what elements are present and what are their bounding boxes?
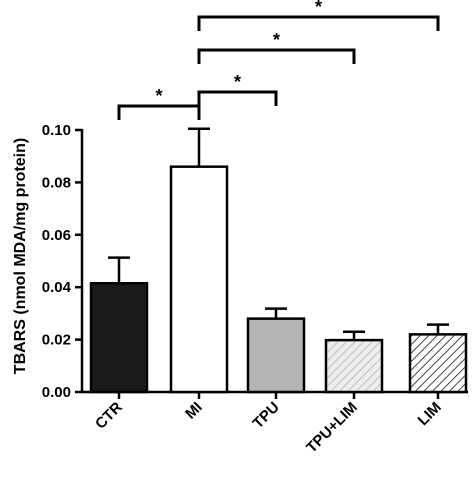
x-category-label: TPU+LIM bbox=[303, 399, 361, 457]
y-tick-label: 0.04 bbox=[42, 279, 72, 296]
significance-star: * bbox=[234, 72, 241, 92]
bar-lim bbox=[408, 333, 468, 394]
bracket-line bbox=[117, 104, 201, 120]
bar-tpu-lim bbox=[324, 338, 384, 394]
significance-star: * bbox=[155, 86, 162, 106]
x-category-label: MI bbox=[182, 399, 206, 423]
bars bbox=[89, 127, 468, 394]
x-category-label: TPU bbox=[250, 399, 283, 432]
x-category-label: LIM bbox=[415, 399, 445, 429]
significance-bracket: * bbox=[197, 72, 278, 106]
significance-star: * bbox=[315, 0, 322, 17]
bracket-line bbox=[197, 48, 356, 64]
significance-bracket: * bbox=[197, 0, 440, 31]
y-tick-label: 0.00 bbox=[42, 384, 71, 401]
bracket-line bbox=[197, 15, 440, 31]
y-axis-label: TBARS (nmol MDA/mg protein) bbox=[12, 138, 29, 374]
y-tick-label: 0.08 bbox=[42, 174, 71, 191]
bar-mi bbox=[169, 165, 229, 394]
x-category-label: CTR bbox=[92, 399, 126, 433]
y-tick-label: 0.06 bbox=[42, 227, 71, 244]
y-tick-label: 0.02 bbox=[42, 332, 71, 349]
y-tick-label: 0.10 bbox=[42, 122, 71, 139]
bracket-line bbox=[197, 90, 278, 106]
bar-ctr bbox=[89, 282, 149, 394]
significance-bracket: * bbox=[117, 86, 201, 120]
significance-brackets: * * * * bbox=[117, 0, 440, 120]
significance-bracket: * bbox=[197, 30, 356, 64]
significance-star: * bbox=[273, 30, 280, 50]
bar-tpu bbox=[246, 317, 306, 394]
